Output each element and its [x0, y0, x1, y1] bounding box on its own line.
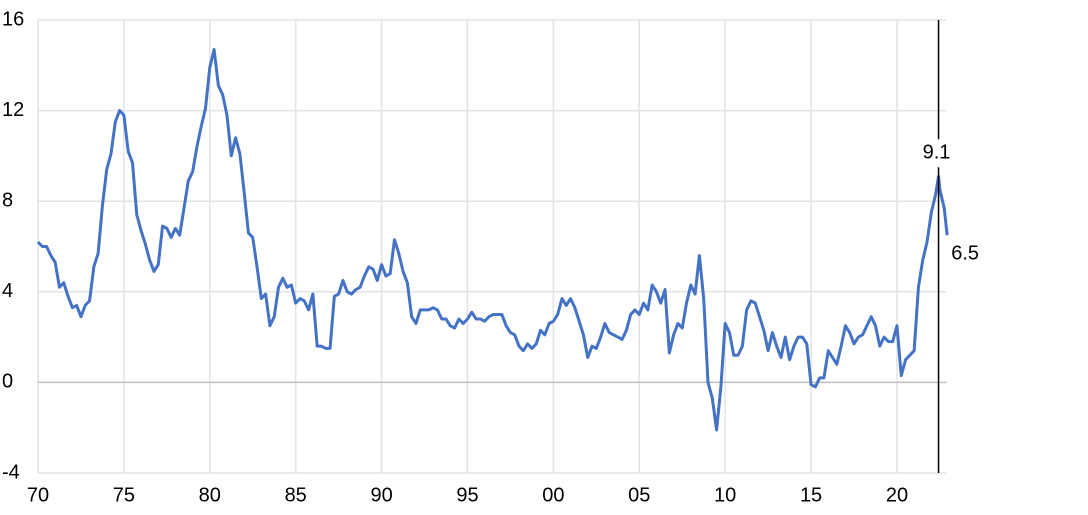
annotation-bg: [916, 139, 957, 168]
x-tick-label: 95: [456, 484, 478, 506]
y-tick-label: 0: [2, 371, 13, 393]
y-tick-label: -4: [2, 461, 20, 483]
x-tick-label: 05: [628, 484, 650, 506]
x-tick-label: 90: [370, 484, 392, 506]
y-tick-label: 16: [2, 8, 24, 30]
x-tick-label: 75: [113, 484, 135, 506]
x-tick-label: 15: [800, 484, 822, 506]
y-tick-label: 8: [2, 189, 13, 211]
data-line: [36, 47, 949, 432]
x-tick-label: 20: [886, 484, 908, 506]
annotation-bg: [945, 240, 986, 269]
x-tick-label: 00: [542, 484, 564, 506]
x-tick-label: 85: [285, 484, 307, 506]
annotation-label: 9.1: [923, 142, 951, 164]
y-tick-label: 12: [2, 99, 24, 121]
x-tick-label: 10: [714, 484, 736, 506]
x-tick-label: 70: [27, 484, 49, 506]
x-tick-label: 80: [199, 484, 221, 506]
annotation-label: 6.5: [951, 242, 979, 264]
y-tick-label: 4: [2, 280, 13, 302]
